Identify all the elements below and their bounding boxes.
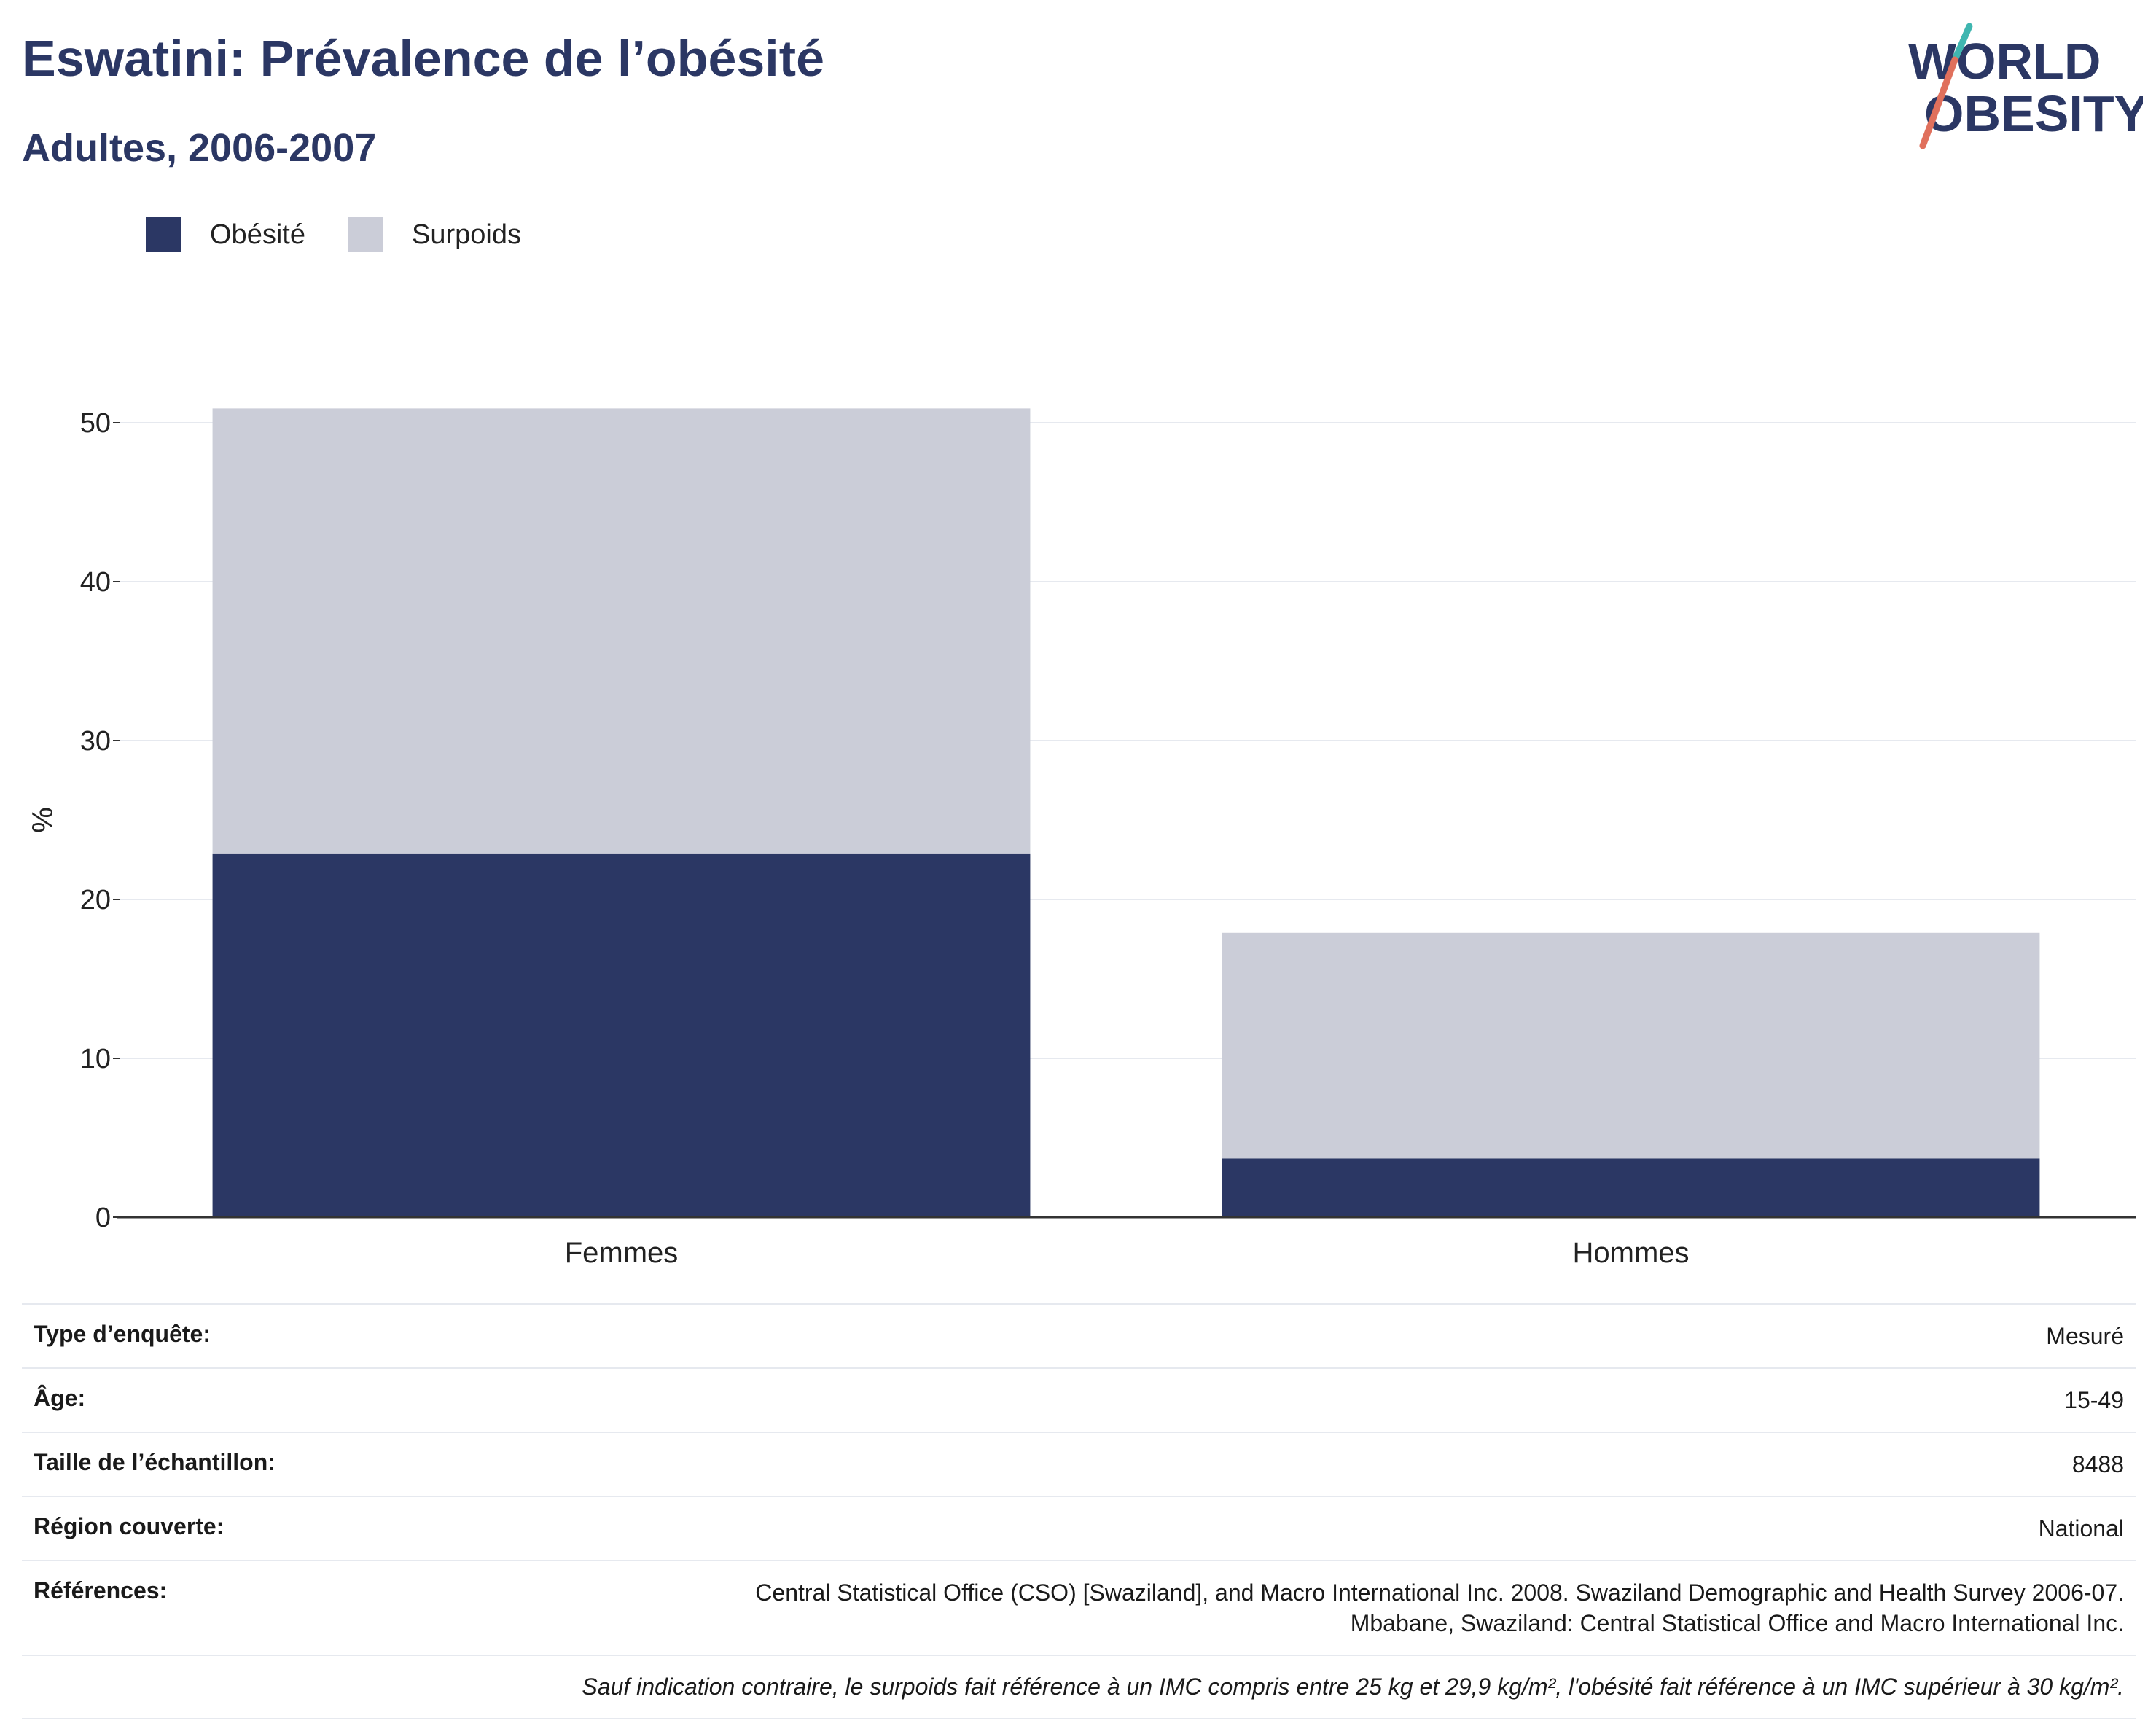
bar-overweight-hommes xyxy=(1222,932,2040,1159)
y-tick-label: 40 xyxy=(80,567,111,598)
logo-line1: WORLD xyxy=(1908,33,2101,90)
info-row-sample-size: Taille de l’échantillon: 8488 xyxy=(22,1432,2136,1496)
info-row-survey-type: Type d’enquête: Mesuré xyxy=(22,1303,2136,1367)
y-tick-label: 0 xyxy=(95,1203,111,1233)
reference-line-2: Mbabane, Swaziland: Central Statistical … xyxy=(1350,1610,2124,1636)
legend-item-obesity[interactable]: Obésité xyxy=(146,217,305,252)
info-key: Taille de l’échantillon: xyxy=(34,1449,276,1475)
logo-accent-coral xyxy=(1919,56,1958,149)
y-tick-label: 20 xyxy=(80,885,111,915)
info-key: Type d’enquête: xyxy=(34,1321,211,1347)
info-row-references: Références: Central Statistical Office (… xyxy=(22,1560,2136,1655)
x-tick-label: Hommes xyxy=(1572,1237,1689,1268)
page-subtitle: Adultes, 2006-2007 xyxy=(22,126,377,170)
info-key: Références: xyxy=(34,1577,168,1604)
survey-info-table: Type d’enquête: Mesuré Âge: 15-49 Taille… xyxy=(22,1303,2136,1719)
legend-item-overweight[interactable]: Surpoids xyxy=(347,217,521,252)
reference-line-1: Central Statistical Office (CSO) [Swazil… xyxy=(755,1579,2124,1606)
y-tick-label: 10 xyxy=(80,1044,111,1074)
info-row-age: Âge: 15-49 xyxy=(22,1367,2136,1432)
legend-label-obesity: Obésité xyxy=(210,219,305,250)
y-tick-label: 30 xyxy=(80,726,111,757)
y-tick-label: 50 xyxy=(80,408,111,439)
legend-swatch-obesity xyxy=(146,217,181,252)
info-value: National xyxy=(2038,1515,2124,1542)
bar-chart: 0 10 20 30 40 50% Femmes Hommes xyxy=(27,408,2136,1268)
info-key: Région couverte: xyxy=(34,1513,224,1539)
logo-accent-teal xyxy=(1951,23,1973,63)
legend-label-overweight: Surpoids xyxy=(411,219,521,250)
chart-legend: Obésité Surpoids xyxy=(146,217,563,252)
definition-note: Sauf indication contraire, le surpoids f… xyxy=(22,1655,2136,1719)
info-value: 15-49 xyxy=(2064,1387,2124,1413)
bar-obesity-hommes xyxy=(1222,1158,2040,1217)
info-value: 8488 xyxy=(2071,1451,2124,1477)
bar-obesity-femmes xyxy=(212,853,1031,1217)
info-row-region: Région couverte: National xyxy=(22,1496,2136,1560)
y-axis-label: % xyxy=(27,807,59,833)
logo-line2: OBESITY xyxy=(1924,85,2143,142)
info-key: Âge: xyxy=(34,1385,86,1411)
page-title: Eswatini: Prévalence de l’obésité xyxy=(22,30,824,87)
info-value: Mesuré xyxy=(2046,1323,2124,1349)
info-value: Central Statistical Office (CSO) [Swazil… xyxy=(755,1577,2124,1639)
bar-overweight-femmes xyxy=(212,408,1031,854)
legend-swatch-overweight xyxy=(347,217,383,252)
world-obesity-logo: WORLD OBESITY xyxy=(1908,23,2143,149)
x-tick-label: Femmes xyxy=(565,1237,679,1268)
